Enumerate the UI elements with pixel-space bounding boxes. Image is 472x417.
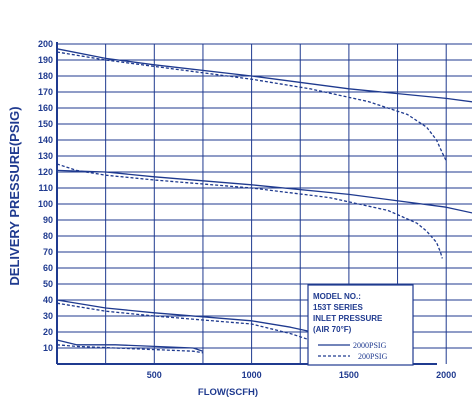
legend-box	[307, 284, 414, 366]
x-axis-label: FLOW(SCFH)	[198, 387, 258, 398]
y-tick-label: 80	[43, 231, 53, 241]
y-tick-label: 170	[38, 87, 53, 97]
series-line-200psig	[56, 302, 311, 341]
y-tick-label: 150	[38, 119, 53, 129]
x-tick-labels: 5001000150020002500300035003750	[147, 370, 456, 380]
y-tick-label: 50	[43, 279, 53, 289]
y-tick-label: 160	[38, 103, 53, 113]
y-tick-label: 120	[38, 167, 53, 177]
grid	[57, 43, 472, 364]
series-line-200psig	[56, 344, 204, 354]
legend-line-model: MODEL NO.:	[313, 292, 361, 301]
y-tick-label: 40	[43, 295, 53, 305]
y-tick-label: 110	[38, 183, 53, 193]
series-line-2000psig	[56, 299, 320, 335]
y-tick-label: 10	[43, 343, 53, 353]
y-tick-label: 180	[38, 71, 53, 81]
series-line-200psig	[56, 163, 443, 259]
legend-line-series: 153T SERIES	[313, 303, 363, 312]
series-line-2000psig	[56, 339, 204, 352]
x-tick-label: 1500	[339, 370, 359, 380]
x-tick-label: 500	[147, 370, 162, 380]
y-tick-label: 190	[38, 55, 53, 65]
y-tick-label: 130	[38, 151, 53, 161]
y-tick-label: 30	[43, 311, 53, 321]
legend-line-inlet: INLET PRESSURE	[313, 314, 383, 323]
x-tick-label: 2000	[436, 370, 456, 380]
series-line-2000psig	[56, 169, 472, 214]
y-tick-label: 100	[38, 199, 53, 209]
y-tick-labels: 10 20 30 40 50 60 70 80 90 100 110 120 130 140 150 160 1…	[38, 39, 53, 353]
x-tick-label: 1000	[242, 370, 262, 380]
legend: MODEL NO.: 153T SERIES INLET PRESSURE (A…	[307, 284, 414, 366]
y-tick-label: 90	[43, 215, 53, 225]
series-line-2000psig	[56, 48, 472, 103]
legend-entry-solid: 2000PSIG	[353, 341, 387, 350]
series-line-200psig	[56, 51, 447, 162]
y-tick-label: 70	[43, 247, 53, 257]
legend-entry-dashed: 200PSIG	[358, 352, 388, 361]
legend-line-air: (AIR 70°F)	[313, 325, 352, 334]
series-lines	[56, 48, 472, 354]
y-axis-label: DELIVERY PRESSURE(PSIG)	[7, 106, 22, 285]
y-tick-label: 140	[38, 135, 53, 145]
y-tick-label: 60	[43, 263, 53, 273]
y-tick-label: 200	[38, 39, 53, 49]
y-tick-label: 20	[43, 327, 53, 337]
